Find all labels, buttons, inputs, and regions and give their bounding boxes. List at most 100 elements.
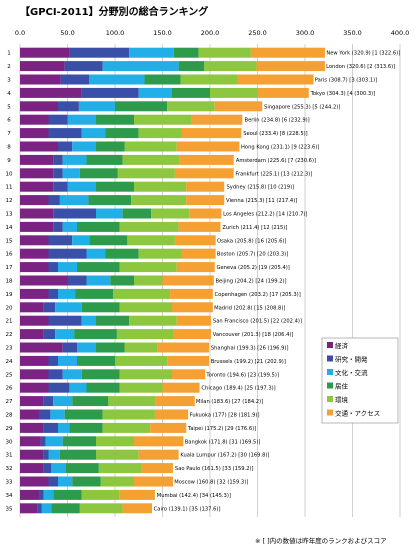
bar-row: 35 Cairo (139.1) [35 (137.6)] <box>6 503 221 514</box>
bar-segment <box>96 208 123 219</box>
bar-segment <box>58 288 76 299</box>
bar-segment <box>134 436 184 447</box>
legend-box <box>321 337 399 424</box>
legend-label: 経済 <box>335 341 349 350</box>
bar-segment <box>43 422 58 433</box>
legend-label: 文化・交流 <box>335 368 368 377</box>
bar-segment <box>250 47 325 58</box>
bar-row: 18 Beijing (204.2) [24 (199.2)] <box>6 275 287 286</box>
bar-segment <box>64 409 103 420</box>
bar-segment <box>77 221 120 232</box>
bar-segment <box>178 61 205 72</box>
city-score-label: Brussels (199.2) [21 (202.9)] <box>211 359 286 365</box>
city-score-label: Hong Kong (231.1) [9 (223.6)] <box>241 145 319 151</box>
bar-segment <box>116 329 174 340</box>
rank-label: 10 <box>6 171 13 177</box>
legend-label: 交通・アクセス <box>335 409 380 418</box>
rank-label: 32 <box>6 466 13 472</box>
bar-segment <box>51 463 66 474</box>
bar-segment <box>40 436 46 447</box>
city-score-label: Cairo (139.1) [35 (137.6)] <box>154 506 221 512</box>
rank-label: 1 <box>7 51 11 57</box>
bar-segment <box>48 114 68 125</box>
bar-segment <box>55 329 75 340</box>
bar-segment <box>20 342 63 353</box>
bar-row: 5 Singapore (255.3) [5 (244.2)] <box>7 101 340 112</box>
bar-segment <box>59 195 89 206</box>
rank-label: 31 <box>6 453 13 459</box>
bar-segment <box>53 396 73 407</box>
bar-segment <box>78 101 115 112</box>
bar-segment <box>20 489 39 500</box>
bar-row: 16 Boston (205.7) [20 (203.3)] <box>6 248 288 259</box>
bar-row: 26 Chicago (189.4) [25 (197.3)] <box>6 382 276 393</box>
bar-segment <box>67 181 96 192</box>
bar-segment <box>20 248 49 259</box>
bar-segment <box>257 87 309 98</box>
bar-segment <box>48 355 58 366</box>
bar-row: 17 Geneva (205.2) [19 (205.4)] <box>6 262 290 273</box>
bar-segment <box>51 503 80 514</box>
bar-segment <box>173 47 199 58</box>
bar-segment <box>37 503 42 514</box>
bar-segment <box>96 141 125 152</box>
bar-row: 27 Milan (183.6) [27 (184.2)] <box>6 396 263 407</box>
bar-row: 11 Sydney (215.8) [10 (219)] <box>6 181 294 192</box>
bar-segment <box>20 302 44 313</box>
bar-segment <box>198 47 251 58</box>
bar-row: 6 Berlin (234.8) [6 (232.9)] <box>7 114 310 125</box>
bar-row: 10 Frankfurt (225.1) [13 (212.3)] <box>6 168 312 179</box>
bar-segment <box>75 288 114 299</box>
bar-segment <box>124 342 158 353</box>
bar-segment <box>43 396 54 407</box>
bar-segment <box>48 449 60 460</box>
bar-segment <box>58 422 70 433</box>
bar-segment <box>102 409 155 420</box>
bar-segment <box>186 181 225 192</box>
bar-segment <box>20 47 70 58</box>
bar-segment <box>20 476 49 487</box>
bar-segment <box>181 248 216 259</box>
bar-segment <box>102 61 179 72</box>
city-score-label: Geneva (205.2) [19 (205.4)] <box>216 265 289 271</box>
bar-segment <box>20 168 54 179</box>
bar-segment <box>119 262 177 273</box>
bar-segment <box>176 262 215 273</box>
legend-swatch <box>327 369 333 375</box>
bar-row: 33 Moscow (160.8) [32 (159.3)] <box>6 476 248 487</box>
x-tick-label: 50.0 <box>60 29 74 37</box>
bar-segment <box>81 302 120 313</box>
bar-row: 24 Brussels (199.2) [21 (202.9)] <box>6 355 286 366</box>
legend-label: 研究・開発 <box>335 355 368 364</box>
bar-segment <box>129 315 177 326</box>
rank-label: 24 <box>6 359 13 365</box>
bar-segment <box>127 235 175 246</box>
x-tick-label: 150.0 <box>153 29 172 37</box>
city-score-label: Singapore (255.3) [5 (244.2)] <box>264 104 340 110</box>
city-score-label: Sao Paulo (161.5) [33 (159.2)] <box>175 466 254 472</box>
bar-segment <box>20 369 49 380</box>
bar-segment <box>210 87 258 98</box>
bar-segment <box>48 382 70 393</box>
city-score-label: Vancouver (201.3) [18 (206.4)] <box>213 332 294 338</box>
bar-segment <box>180 74 238 85</box>
bar-segment <box>20 409 39 420</box>
bar-segment <box>20 262 49 273</box>
bar-segment <box>110 275 134 286</box>
bar-row: 20 Madrid (202.8) [15 (208.8)] <box>6 302 285 313</box>
bar-row: 2 London (320.6) [2 (313.6)] <box>7 61 395 72</box>
bar-row: 23 Shanghai (199.3) [26 (196.9)] <box>6 342 289 353</box>
bar-segment <box>20 235 49 246</box>
rank-label: 18 <box>6 279 13 285</box>
bar-segment <box>50 409 65 420</box>
bar-segment <box>69 382 87 393</box>
city-score-label: Shanghai (199.3) [26 (196.9)] <box>211 346 289 352</box>
bar-row: 1 New York (320.9) [1 (322.6)] <box>7 47 400 58</box>
bar-segment <box>64 61 103 72</box>
city-score-label: London (320.6) [2 (313.6)] <box>326 64 395 70</box>
bar-segment <box>129 47 174 58</box>
bar-segment <box>122 503 153 514</box>
bar-row: 31 Kuala Lumpur (167.2) [30 (169.8)] <box>6 449 269 460</box>
city-score-label: Osaka (205.8) [16 (205.6)] <box>217 238 286 244</box>
